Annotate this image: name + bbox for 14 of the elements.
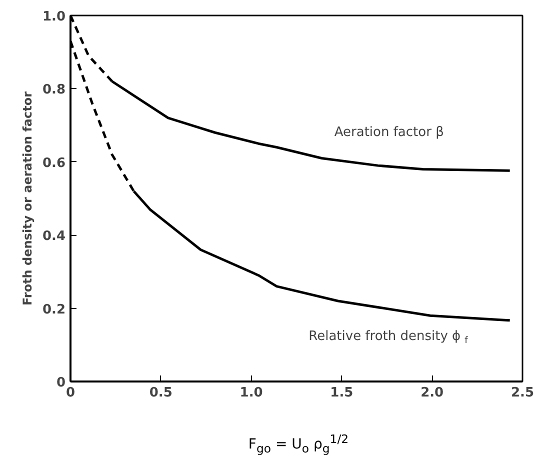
x-tick-label: 0 [66, 386, 76, 400]
x-tick-label: 2.5 [510, 386, 534, 400]
x-tick-label: 0.5 [149, 386, 172, 400]
y-tick-label: 0 [56, 376, 66, 390]
x-tick-label: 2.0 [420, 386, 444, 400]
y-tick-label: 0.4 [42, 229, 66, 244]
y-tick-label: 0.2 [42, 302, 66, 318]
y-tick-label: 0.8 [42, 82, 66, 98]
series-label: Aeration factor β [334, 125, 444, 140]
y-axis-title: Froth density or aeration factor [20, 91, 34, 306]
x-tick-label: 1.0 [240, 386, 263, 400]
x-tick-label: 1.5 [330, 386, 354, 400]
y-tick-label: 0.6 [42, 156, 66, 171]
y-tick-label: 1.0 [42, 10, 66, 24]
